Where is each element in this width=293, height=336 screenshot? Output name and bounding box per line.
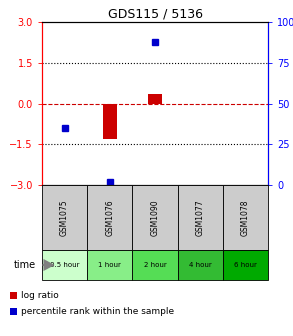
Text: GSM1077: GSM1077 — [196, 199, 205, 236]
Bar — [87, 250, 132, 280]
Bar — [223, 250, 268, 280]
Text: log ratio: log ratio — [21, 291, 59, 300]
Bar — [10, 292, 17, 299]
Text: GSM1078: GSM1078 — [241, 199, 250, 236]
Bar — [178, 250, 223, 280]
Bar — [223, 185, 268, 250]
Bar — [42, 250, 87, 280]
Text: 6 hour: 6 hour — [234, 262, 257, 268]
Bar — [87, 185, 132, 250]
Bar — [103, 103, 117, 139]
Bar — [178, 185, 223, 250]
Bar — [10, 308, 17, 315]
Title: GDS115 / 5136: GDS115 / 5136 — [108, 8, 202, 21]
Text: GSM1090: GSM1090 — [151, 199, 159, 236]
Text: 1 hour: 1 hour — [98, 262, 121, 268]
Text: 2 hour: 2 hour — [144, 262, 166, 268]
Bar — [132, 250, 178, 280]
Text: GSM1075: GSM1075 — [60, 199, 69, 236]
Text: time: time — [14, 260, 36, 270]
Bar — [132, 185, 178, 250]
Bar — [42, 185, 87, 250]
Text: percentile rank within the sample: percentile rank within the sample — [21, 307, 174, 316]
Text: GSM1076: GSM1076 — [105, 199, 114, 236]
Text: 0.5 hour: 0.5 hour — [50, 262, 79, 268]
Bar — [148, 94, 162, 103]
Text: 4 hour: 4 hour — [189, 262, 212, 268]
